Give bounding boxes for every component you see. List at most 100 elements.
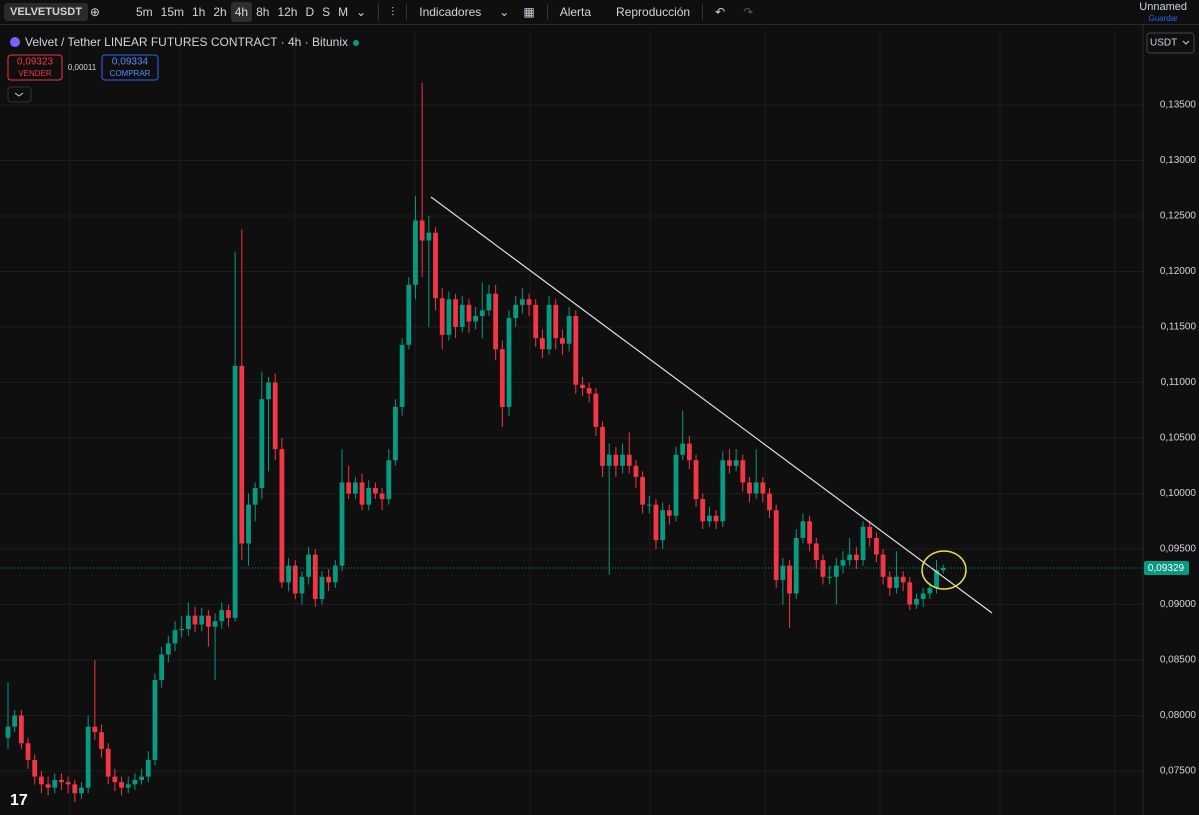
sell-button[interactable] xyxy=(7,54,63,81)
candle-body xyxy=(927,587,933,594)
y-tick-label: 0,11000 xyxy=(1161,377,1197,388)
candle-body xyxy=(5,726,11,738)
candle-body xyxy=(874,537,879,555)
candle-body xyxy=(165,643,171,655)
candle-body xyxy=(533,304,539,339)
candle-body xyxy=(513,304,519,319)
candle-body xyxy=(159,654,165,681)
interval[interactable]: 4h xyxy=(230,2,253,22)
candle-body xyxy=(32,759,38,777)
candle-body xyxy=(833,565,839,577)
candle-body xyxy=(105,748,111,777)
candle-body xyxy=(780,565,786,581)
candle-body xyxy=(125,784,131,788)
trend-line[interactable] xyxy=(430,196,993,614)
candle-body xyxy=(319,576,325,599)
candle-body xyxy=(787,565,792,594)
templates[interactable]: ▦ xyxy=(523,5,535,19)
candle-body xyxy=(179,628,185,631)
y-tick-label: 0,11500 xyxy=(1161,322,1197,333)
chart-type[interactable]: ⫶ xyxy=(391,4,395,19)
candle-body xyxy=(433,232,438,299)
layout[interactable]: Unnamed Guardar xyxy=(1139,2,1187,24)
candle-body xyxy=(65,782,71,785)
candle-body xyxy=(346,482,352,494)
candle-body xyxy=(466,304,472,322)
candle-body xyxy=(212,621,218,627)
interval[interactable]: 8h xyxy=(256,5,270,19)
candle-body xyxy=(914,598,919,605)
candle-body xyxy=(92,726,98,733)
interval[interactable]: 15m xyxy=(160,5,184,19)
interval[interactable]: M xyxy=(338,5,349,19)
candle-body xyxy=(426,232,432,241)
buy-button[interactable] xyxy=(101,54,159,81)
candle-body xyxy=(286,565,291,583)
candle-body xyxy=(540,338,545,350)
collapse-icon xyxy=(14,92,24,97)
candle-body xyxy=(232,365,238,618)
candle-body xyxy=(139,776,144,780)
candle-body xyxy=(593,393,599,427)
interval[interactable]: D xyxy=(305,5,315,19)
candle-body xyxy=(132,779,138,785)
sell-price: 0,09323 xyxy=(17,57,54,68)
interval[interactable]: S xyxy=(322,5,331,19)
candle-body xyxy=(646,504,652,506)
candle-body xyxy=(560,338,565,344)
candle-body xyxy=(45,784,51,788)
interval[interactable]: 5m xyxy=(135,5,153,19)
candle-body xyxy=(553,304,559,339)
indicators-menu[interactable]: ⌄ xyxy=(499,5,510,19)
save[interactable]: Guardar xyxy=(1148,14,1178,23)
currency-button[interactable] xyxy=(1146,32,1195,54)
candle-body xyxy=(673,454,679,516)
spread: 0,00011 xyxy=(68,63,97,72)
symbol[interactable]: VELVETUSDT xyxy=(4,3,88,21)
candle-body xyxy=(566,315,572,344)
interval[interactable]: 2h xyxy=(213,5,227,19)
indicators[interactable]: Indicadores xyxy=(419,5,482,19)
undo[interactable]: ↶ xyxy=(715,5,726,19)
candle-body xyxy=(773,510,779,581)
candle-body xyxy=(793,537,799,594)
candle-body xyxy=(59,779,64,783)
candle-body xyxy=(399,344,405,407)
buy-price: 0,09334 xyxy=(112,57,149,68)
highlight-circle[interactable] xyxy=(921,550,967,590)
interval[interactable]: 12h xyxy=(277,5,298,19)
y-tick-label: 0,07500 xyxy=(1160,766,1197,777)
redo[interactable]: ↷ xyxy=(743,5,754,19)
candle-body xyxy=(413,220,418,285)
candle-body xyxy=(506,318,512,407)
y-tick-label: 0,13000 xyxy=(1160,155,1197,166)
collapse-button[interactable] xyxy=(7,86,32,103)
candle-body xyxy=(25,743,31,760)
interval[interactable]: 1h xyxy=(192,5,206,19)
candle-body xyxy=(446,299,452,335)
alert[interactable]: Alerta xyxy=(559,5,592,19)
candle-body xyxy=(740,460,746,483)
candle-body xyxy=(259,399,265,488)
y-tick-label: 0,08500 xyxy=(1160,655,1197,666)
add-symbol[interactable]: ⊕ xyxy=(89,5,100,19)
candle-body xyxy=(626,454,632,466)
candle-body xyxy=(847,554,853,561)
candle-body xyxy=(887,576,893,588)
replay[interactable]: Reproducción xyxy=(616,5,691,19)
candle-body xyxy=(18,715,24,744)
candle-body xyxy=(79,787,84,794)
candle-body xyxy=(199,615,205,625)
candle-body xyxy=(747,482,752,494)
candle-body xyxy=(813,543,819,561)
candle-body xyxy=(519,299,525,305)
candle-body xyxy=(292,565,298,594)
candle-body xyxy=(459,304,465,328)
interval-menu[interactable]: ⌄ xyxy=(356,5,367,19)
candle-body xyxy=(686,443,692,461)
candle-body xyxy=(219,610,225,622)
candle-body xyxy=(894,576,899,588)
plot-bg xyxy=(0,25,1143,815)
candle-body xyxy=(226,610,231,618)
